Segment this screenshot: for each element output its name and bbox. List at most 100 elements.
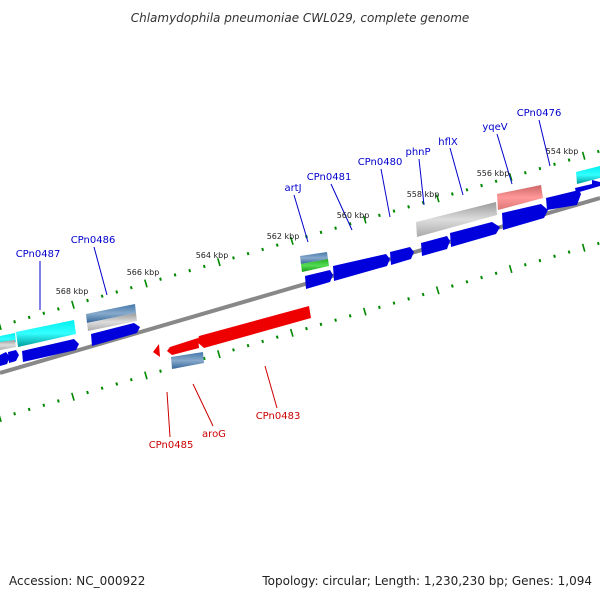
leader-line [166,391,171,438]
gene-arrow [8,350,19,363]
minor-tick [407,205,410,209]
minor-tick [159,369,162,373]
major-tick [289,236,294,245]
scale-label: 560 kbp [337,211,370,220]
genome-summary-text: Topology: circular; Length: 1,230,230 bp… [261,574,592,588]
scale-label: 558 kbp [407,190,440,199]
minor-tick [523,171,527,175]
genome-backbone [0,196,600,375]
minor-tick [494,179,498,183]
major-tick [435,194,440,203]
minor-tick [261,339,265,344]
minor-tick [538,166,542,171]
minor-tick [378,213,381,218]
accession-text: Accession: NC_000922 [9,574,145,588]
minor-tick [261,247,265,252]
major-tick [581,151,586,160]
major-tick [71,392,75,401]
minor-tick [378,305,381,310]
gene-label-forward: CPn0487 [16,249,61,260]
feature-block [300,252,328,264]
major-tick [217,350,221,359]
major-tick [362,307,367,316]
gene-label-forward: CPn0486 [71,235,116,246]
minor-tick [553,254,556,258]
major-tick [144,371,148,380]
minor-tick [275,243,279,247]
minor-tick [567,158,571,162]
minor-tick [42,311,46,315]
leader-line [264,365,278,409]
reverse-genes [153,306,311,369]
minor-tick [348,222,352,226]
minor-tick [129,378,133,382]
minor-tick [13,412,16,416]
gene-arrow [546,190,581,210]
feature-block [416,202,497,237]
minor-tick [27,315,31,320]
minor-tick [392,301,396,305]
minor-tick [13,320,16,324]
gene-label-forward: CPn0481 [307,172,352,183]
scale-labels: 554 kbp 556 kbp 558 kbp 560 kbp 562 kbp 564 k… [56,147,579,296]
major-tick [508,264,513,274]
feature-block [87,313,137,331]
leader-line [449,147,464,196]
minor-tick [596,149,600,154]
minor-tick [115,382,119,386]
major-tick [71,300,75,309]
gene-arrow [197,306,311,348]
forward-features [0,166,600,350]
major-tick [217,258,221,267]
minor-tick [56,399,60,403]
leader-line [538,119,551,167]
minor-tick [465,280,469,284]
minor-tick [596,241,600,246]
minor-tick [494,271,498,275]
leader-line [192,383,214,427]
minor-tick [305,326,308,331]
feature-block [171,352,204,369]
scale-label: 562 kbp [267,232,300,241]
minor-tick [246,251,250,256]
minor-tick [450,192,454,196]
feature-block [86,304,136,323]
minor-tick [275,335,279,339]
minor-tick [232,348,235,352]
feature-block [0,340,16,350]
feature-block [497,185,543,210]
minor-tick [232,256,235,260]
gene-arrow [421,236,450,256]
gene-label-reverse: aroG [202,429,226,440]
gene-arrow [390,247,414,265]
minor-tick [27,407,31,412]
feature-block [576,166,600,184]
scale-ticks-lower [0,241,600,423]
minor-tick [334,318,337,322]
gene-label-forward: hflX [438,137,458,148]
scale-ticks-upper [0,149,600,331]
leader-line [93,246,108,296]
minor-tick [246,343,250,348]
gene-arrow [305,270,333,289]
major-tick [0,323,2,331]
leader-line [496,133,513,185]
minor-tick [480,275,483,280]
scale-label: 556 kbp [477,169,510,178]
major-tick [362,215,367,224]
scale-label: 568 kbp [56,287,89,296]
scale-label: 564 kbp [196,251,229,260]
leader-line [330,183,353,231]
minor-tick [159,277,162,281]
gene-arrow [575,180,600,193]
leader-line [380,168,391,218]
feature-block [301,259,329,272]
minor-tick [421,292,425,297]
gene-label-reverse: CPn0485 [149,440,194,451]
minor-tick [407,297,410,301]
minor-tick [173,273,177,277]
gene-label-forward: phnP [405,147,430,158]
minor-tick [202,356,206,361]
